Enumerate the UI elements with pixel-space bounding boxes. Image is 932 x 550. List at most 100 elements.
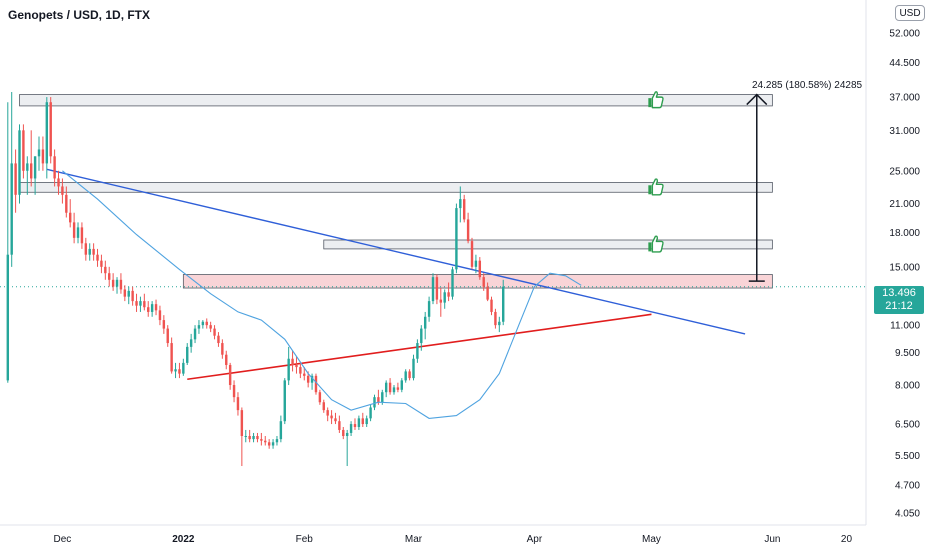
- candle-body: [100, 260, 103, 267]
- candle-body: [455, 208, 458, 270]
- candle-body: [404, 371, 407, 381]
- candle-body: [49, 102, 52, 157]
- candle-body: [193, 328, 197, 340]
- candle-body: [451, 269, 454, 297]
- candle-body: [357, 418, 361, 427]
- time-tick-label: Dec: [54, 534, 72, 545]
- candle-body: [174, 369, 177, 372]
- candle-body: [264, 440, 267, 443]
- candle-body: [61, 186, 64, 195]
- resistance-zone-1: [19, 94, 773, 107]
- candle-body: [271, 442, 275, 446]
- price-tick-label: 15.000: [889, 262, 920, 273]
- candle-body: [326, 410, 329, 416]
- thumb-hand: [651, 91, 664, 109]
- candle-body: [22, 130, 25, 171]
- candle-body: [127, 290, 130, 297]
- candle-body: [92, 248, 95, 255]
- time-tick-label: Mar: [405, 534, 423, 545]
- price-tick-label: 11.000: [890, 321, 920, 332]
- ascending-support-line: [187, 313, 652, 381]
- candle-body: [408, 371, 411, 379]
- candle-body: [76, 227, 80, 238]
- candle-body: [435, 277, 439, 300]
- candle-body: [365, 418, 368, 425]
- time-tick-label: Apr: [527, 534, 543, 545]
- candle-body: [447, 292, 450, 297]
- candle-body: [158, 310, 162, 321]
- candle-body: [178, 369, 181, 374]
- candle-body: [466, 219, 470, 242]
- candle-body: [283, 380, 286, 422]
- price-tick-label: 21.000: [889, 199, 920, 210]
- candle-body: [189, 339, 193, 347]
- candle-body: [318, 392, 322, 403]
- candle-body: [396, 387, 400, 390]
- candle-body: [115, 279, 119, 287]
- price-tick-label: 4.700: [895, 481, 920, 492]
- candle-body: [381, 392, 384, 403]
- candle-body: [143, 301, 146, 308]
- candle-body: [502, 286, 505, 322]
- currency-badge[interactable]: USD: [895, 5, 925, 21]
- price-axis[interactable]: 4.050 4.700 5.500 6.500 8.000 9.500 11.000 15.0…: [889, 29, 920, 520]
- candle-body: [267, 442, 271, 446]
- thumb-cuff: [648, 185, 652, 195]
- candle-body: [349, 424, 353, 433]
- candle-body: [225, 354, 228, 365]
- candle-body: [37, 149, 41, 157]
- time-tick-label: 20: [841, 534, 853, 545]
- candle-body: [345, 432, 349, 437]
- candle-body: [353, 424, 357, 427]
- time-axis[interactable]: Dec 2022 Feb Mar Apr May Jun 20: [54, 534, 853, 545]
- candle-body: [392, 387, 396, 393]
- candle-body: [334, 418, 337, 422]
- candle-body: [108, 273, 111, 280]
- candle-body: [240, 410, 244, 437]
- candle-body: [131, 290, 134, 302]
- candle-body: [423, 316, 427, 329]
- price-tick-label: 6.500: [895, 420, 920, 431]
- candle-body: [221, 343, 224, 355]
- candle-body: [322, 402, 325, 411]
- candle-body: [111, 279, 115, 287]
- candle-body: [45, 102, 49, 164]
- candle-body: [275, 439, 279, 443]
- price-tick-label: 9.500: [895, 348, 920, 359]
- candle-body: [494, 311, 497, 326]
- candle-body: [84, 243, 88, 255]
- candle-body: [236, 397, 240, 411]
- time-tick-label: 2022: [172, 534, 195, 545]
- candle-body: [182, 362, 185, 374]
- candle-body: [303, 373, 306, 376]
- candle-body: [470, 241, 474, 267]
- candle-body: [170, 343, 173, 372]
- candle-body: [420, 328, 423, 344]
- candle-body: [498, 321, 501, 326]
- candle-body: [96, 254, 99, 261]
- thumbs-up-icon: [648, 235, 664, 253]
- candle-body: [490, 299, 493, 312]
- candle-body: [201, 321, 205, 326]
- candle-body: [342, 429, 345, 437]
- candle-body: [330, 415, 333, 419]
- candle-body: [427, 301, 431, 317]
- resistance-zone-3: [323, 239, 773, 250]
- candle-body: [400, 380, 404, 390]
- candle-body: [373, 397, 376, 408]
- candle-body: [439, 299, 443, 303]
- candle-body: [279, 421, 283, 440]
- candle-body: [459, 199, 462, 209]
- price-tick-label: 5.500: [895, 451, 920, 462]
- candle-body: [462, 199, 466, 220]
- candle-body: [474, 260, 478, 267]
- price-tick-label: 25.000: [889, 166, 920, 177]
- annotations-layer: [648, 91, 768, 282]
- candle-body: [57, 178, 60, 187]
- candle-body: [104, 266, 107, 274]
- candle-body: [162, 320, 166, 329]
- thumb-hand: [651, 178, 664, 196]
- buy-zone: [182, 274, 773, 289]
- candle-body: [72, 222, 76, 238]
